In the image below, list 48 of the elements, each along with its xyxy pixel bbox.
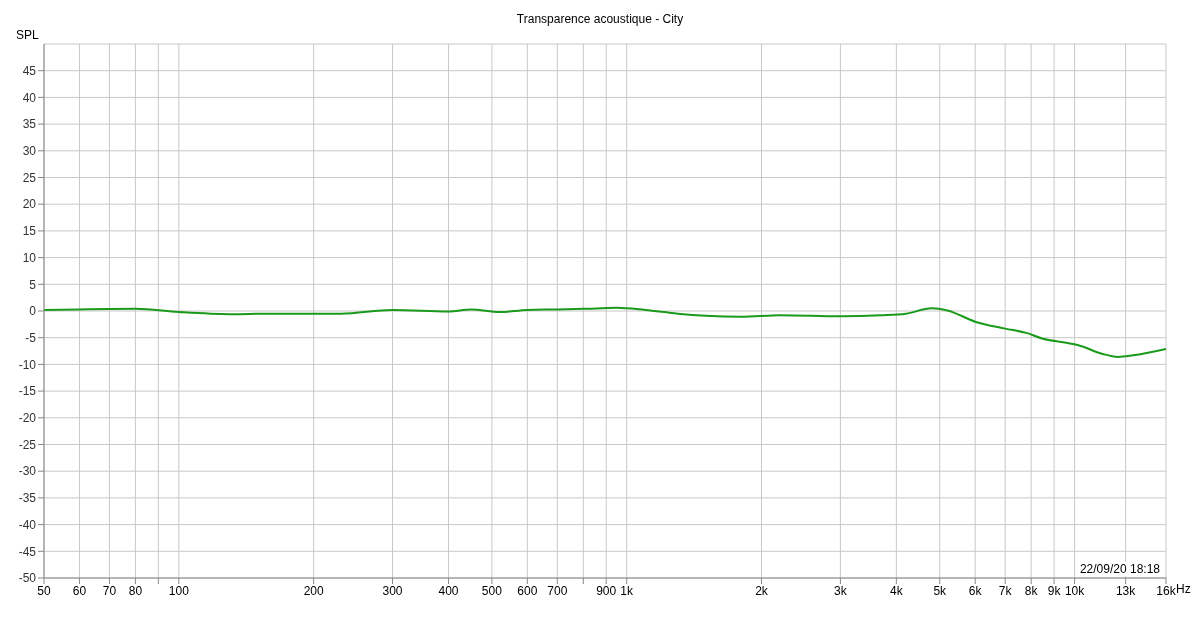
y-tick-label: 30 [22,144,37,159]
x-tick-label: 8k [1024,583,1039,598]
y-tick-label: -25 [18,437,37,452]
y-tick-label: 15 [22,224,37,239]
x-tick-label: 100 [168,583,190,598]
x-tick-label: 300 [382,583,403,598]
x-tick-label: 5k [933,583,948,598]
y-tick-label: -45 [18,544,37,559]
x-tick-label: 600 [517,583,538,598]
y-tick-label: 10 [22,250,37,265]
y-tick-label: 45 [22,63,37,78]
x-tick-label: 2k [755,583,769,598]
y-tick-label: -5 [25,330,37,345]
y-tick-label: 35 [22,117,37,132]
y-tick-label: 5 [29,277,37,292]
x-tick-label: 50 [37,583,51,598]
x-tick-label: 60 [72,583,87,598]
y-tick-label: 0 [29,304,37,319]
y-tick-label: 20 [22,197,37,212]
x-tick-label: 70 [102,583,117,598]
y-axis-title: SPL [16,28,39,42]
y-tick-label: -10 [18,357,37,372]
y-tick-label: 40 [22,90,37,105]
x-tick-label: 7k [998,583,1013,598]
y-tick-label: -40 [18,517,37,532]
x-tick-label: 400 [438,583,459,598]
x-tick-label: 13k [1115,583,1137,598]
x-axis-title: Hz [1176,582,1191,596]
y-tick-label: -20 [18,411,37,426]
y-tick-label: -35 [18,491,37,506]
x-tick-label: 500 [481,583,503,598]
x-tick-label: 700 [547,583,568,598]
x-tick-label: 1k [620,583,635,598]
x-tick-label: 9k [1047,583,1062,598]
x-tick-label: 3k [834,583,848,598]
x-tick-label: 80 [128,583,143,598]
x-tick-label: 200 [303,583,324,598]
chart-title: Transparence acoustique - City [515,12,685,26]
x-tick-label: 900 [596,583,617,598]
y-tick-label: -50 [18,571,37,586]
y-tick-label: -30 [18,464,37,479]
y-tick-label: 25 [22,170,37,185]
annotation: 22/09/20 18:18 [1077,562,1162,576]
x-tick-label: 6k [968,583,983,598]
x-tick-label: 4k [890,583,904,598]
y-tick-label: -15 [18,384,37,399]
x-tick-label: 10k [1064,583,1086,598]
x-tick-label: 16k [1156,583,1177,598]
